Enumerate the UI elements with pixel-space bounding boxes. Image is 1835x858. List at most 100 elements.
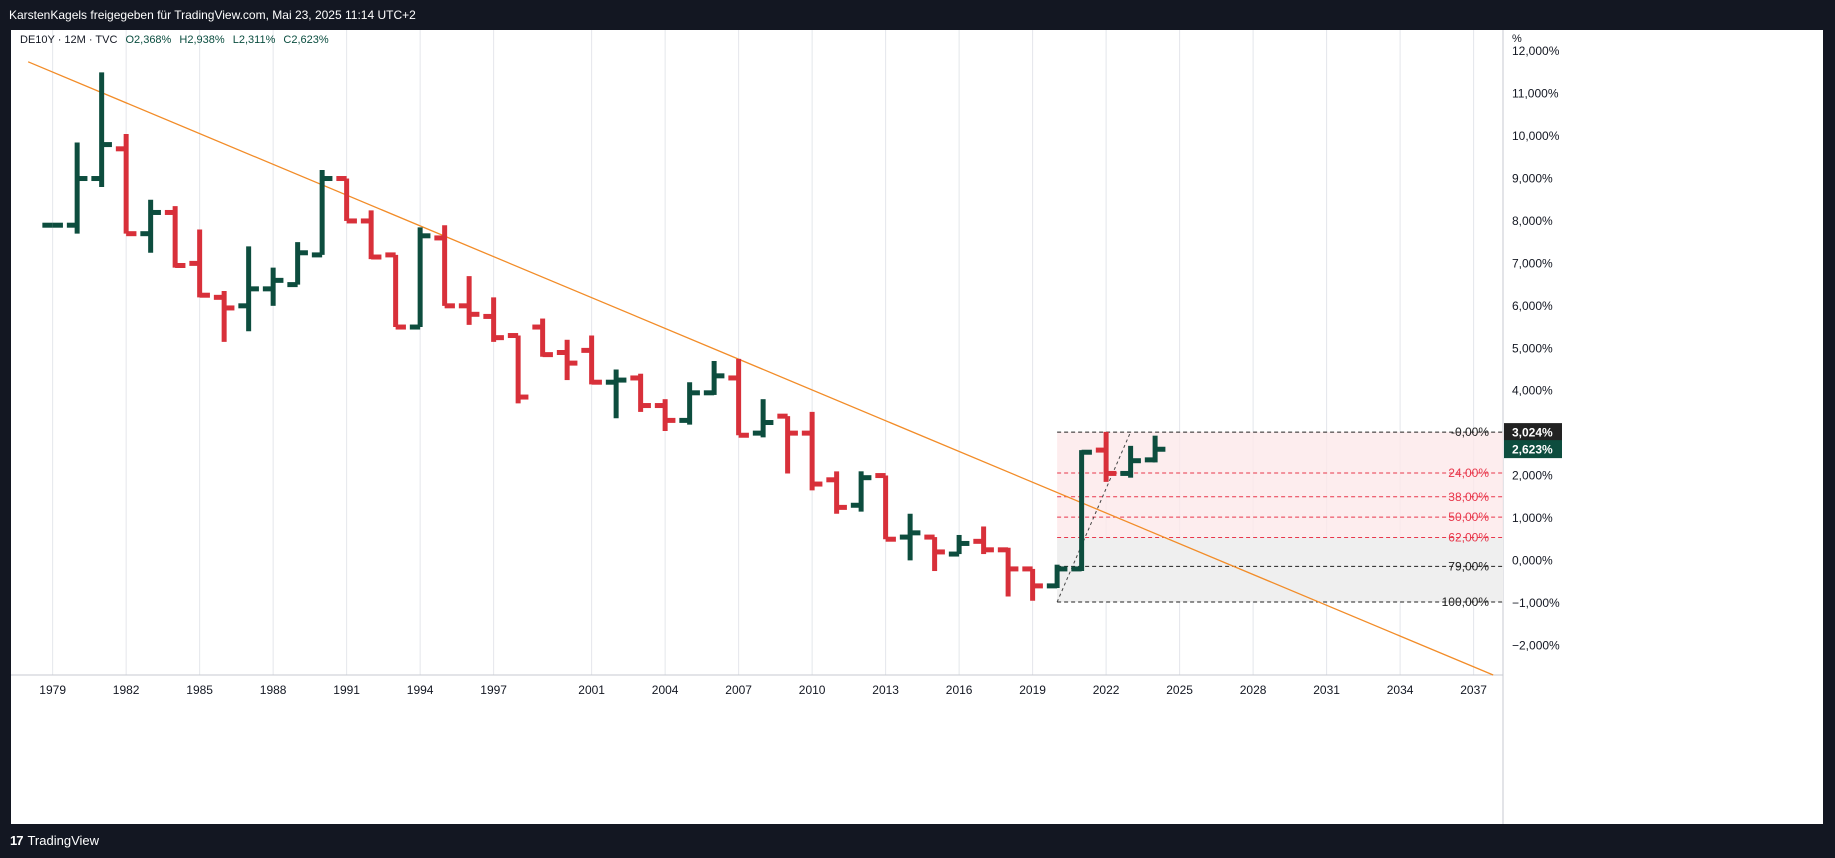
ohlc-bar: [458, 276, 480, 325]
y-tick-label: −1,000%: [1512, 596, 1560, 610]
ohlc-bar: [581, 335, 602, 385]
y-tick-label: 8,000%: [1512, 214, 1553, 228]
close-value: C2,623%: [283, 34, 329, 46]
x-tick-label: 1997: [480, 683, 507, 697]
ohlc-bar: [287, 242, 308, 288]
y-tick-label: 5,000%: [1512, 341, 1553, 355]
x-tick-label: 2019: [1019, 683, 1046, 697]
price-tag: 2,623%: [1504, 440, 1562, 459]
price-tag-bg: [1504, 423, 1562, 442]
symbol-legend: DE10Y · 12M · TVC O2,368% H2,938% L2,311…: [20, 34, 334, 46]
fib-level-label: 50,00%: [1448, 510, 1489, 524]
x-tick-label: 1979: [39, 683, 66, 697]
y-tick-label: 10,000%: [1512, 129, 1560, 143]
open-value: O2,368%: [125, 34, 172, 46]
y-axis-unit: %: [1512, 33, 1522, 45]
ohlc-bar: [826, 471, 847, 514]
y-tick-label: 6,000%: [1512, 299, 1553, 313]
share-header: KarstenKagels freigegeben für TradingVie…: [9, 8, 416, 22]
x-tick-label: 2004: [652, 683, 679, 697]
ohlc-bar: [875, 473, 896, 542]
footer: 17 TradingView: [10, 824, 99, 858]
ohlc-bar: [679, 382, 700, 425]
ohlc-bar: [899, 513, 921, 561]
price-tag-bg: [1504, 440, 1562, 459]
ohlc-bar: [1120, 445, 1141, 478]
tradingview-logo-icon: 17: [10, 833, 24, 848]
ohlc-bar: [777, 413, 798, 474]
ohlc-bar: [654, 399, 676, 432]
y-tick-label: 12,000%: [1512, 44, 1560, 58]
x-tick-label: 1985: [186, 683, 213, 697]
chart-area[interactable]: -0,00% 24,00% 38,00% 50,00% 62,00% 79,00% 100,…: [11, 30, 1823, 824]
ohlc-bar: [91, 72, 112, 188]
ohlc-bar: [997, 547, 1019, 597]
ohlc-bar: [1144, 435, 1166, 463]
y-tick-label: −2,000%: [1512, 638, 1560, 652]
x-tick-label: 2001: [578, 683, 605, 697]
fib-zone-grey: [1057, 537, 1503, 603]
x-tick-label: 2013: [872, 683, 899, 697]
x-tick-label: 1982: [113, 683, 140, 697]
x-tick-label: 2025: [1166, 683, 1193, 697]
ohlc-bar: [238, 246, 259, 332]
x-tick-label: 2007: [725, 683, 752, 697]
ohlc-bar: [630, 373, 651, 412]
swing-line: [1056, 431, 1132, 603]
x-tick-label: 1988: [260, 683, 287, 697]
x-tick-label: 2022: [1093, 683, 1120, 697]
y-tick-label: 2,000%: [1512, 469, 1553, 483]
ohlc-bar: [752, 399, 774, 438]
ohlc-bar: [66, 142, 88, 234]
y-tick-label: 11,000%: [1512, 87, 1559, 101]
ohlc-bar: [1046, 564, 1068, 589]
fib-level-label: 79,00%: [1448, 559, 1489, 573]
y-tick-label: 7,000%: [1512, 256, 1553, 270]
x-tick-label: 2031: [1313, 683, 1340, 697]
ohlc-bar: [385, 252, 406, 330]
ohlc-bar: [336, 176, 357, 224]
low-value: L2,311%: [232, 34, 276, 46]
price-tag-label: 2,623%: [1512, 443, 1553, 457]
ohlc-bar: [213, 290, 235, 342]
symbol-info: DE10Y · 12M · TVC: [20, 34, 118, 46]
price-tag-label: 3,024%: [1512, 426, 1553, 440]
y-tick-label: 9,000%: [1512, 172, 1553, 186]
ohlc-bar: [948, 534, 970, 557]
x-tick-label: 2037: [1460, 683, 1487, 697]
fib-level-label: -0,00%: [1451, 425, 1489, 439]
ohlc-bar: [311, 170, 333, 258]
ohlc-bar: [556, 339, 578, 381]
y-tick-label: 1,000%: [1512, 511, 1553, 525]
x-tick-label: 1994: [407, 683, 434, 697]
ohlc-bar: [1022, 566, 1043, 601]
ohlc-bar: [973, 526, 994, 555]
ohlc-bar: [409, 227, 431, 330]
ohlc-bar: [703, 360, 725, 396]
x-tick-label: 2034: [1387, 683, 1414, 697]
ohlc-bar: [164, 206, 186, 269]
footer-brand: TradingView: [27, 833, 100, 848]
fib-level-label: 38,00%: [1448, 490, 1489, 504]
ohlc-bar: [605, 369, 627, 419]
x-tick-label: 2028: [1240, 683, 1267, 697]
ohlc-bar: [262, 267, 284, 306]
fib-level-label: 100,00%: [1442, 595, 1490, 609]
price-chart[interactable]: -0,00% 24,00% 38,00% 50,00% 62,00% 79,00% 100,…: [11, 30, 1823, 824]
ohlc-bar: [140, 199, 161, 253]
fib-level-label: 24,00%: [1448, 466, 1489, 480]
x-tick-label: 1991: [333, 683, 360, 697]
y-tick-label: 4,000%: [1512, 384, 1553, 398]
ohlc-bar: [507, 333, 529, 404]
ohlc-bar: [1095, 431, 1117, 482]
ohlc-bar: [483, 297, 504, 342]
ohlc-bar: [189, 229, 210, 298]
x-tick-label: 2010: [799, 683, 826, 697]
ohlc-bar: [434, 225, 455, 309]
ohlc-bar: [728, 358, 749, 438]
price-tag: 3,024%: [1504, 423, 1562, 442]
ohlc-bar: [1071, 449, 1092, 572]
trend-line: [27, 61, 1494, 676]
high-value: H2,938%: [179, 34, 225, 46]
y-tick-label: 0,000%: [1512, 553, 1553, 567]
